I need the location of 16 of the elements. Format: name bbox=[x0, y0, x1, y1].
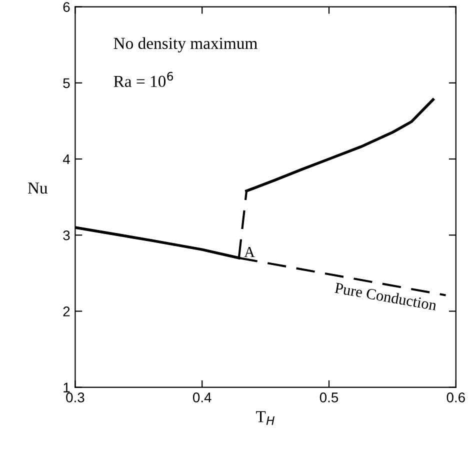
x-axis-title: T$_{H}$ bbox=[256, 411, 275, 425]
y-tick-label: 2 bbox=[63, 306, 70, 316]
annotation: Ra = 10$^{6}$ bbox=[114, 72, 174, 88]
annotation: No density maximum bbox=[114, 37, 258, 52]
annotation: A bbox=[244, 246, 255, 258]
x-tick-label: 0.4 bbox=[192, 392, 212, 402]
y-tick-label: 3 bbox=[63, 230, 70, 240]
y-tick-label: 6 bbox=[63, 2, 70, 12]
x-tick-label: 0.5 bbox=[320, 392, 338, 402]
y-tick-label: 5 bbox=[63, 78, 70, 88]
y-axis-title: Nu bbox=[28, 182, 48, 194]
annotation: Pure Conduction bbox=[334, 282, 438, 311]
y-tick-label: 4 bbox=[62, 154, 70, 164]
y-tick-label: 1 bbox=[64, 382, 70, 392]
x-tick-label: 0.3 bbox=[66, 392, 84, 402]
x-tick-label: 0.6 bbox=[446, 392, 465, 402]
